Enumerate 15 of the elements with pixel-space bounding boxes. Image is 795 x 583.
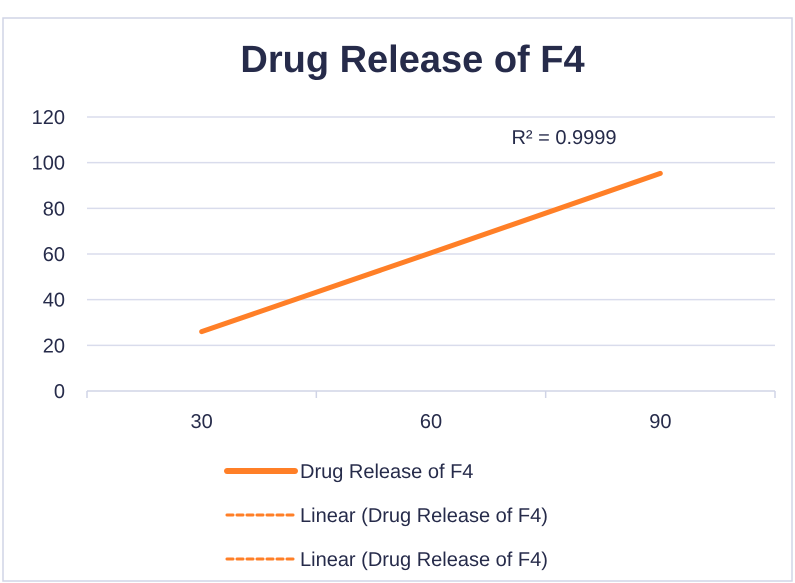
- y-tick-label: 60: [42, 244, 65, 266]
- y-tick-label: 20: [42, 335, 65, 358]
- y-tick-label: 40: [42, 290, 65, 312]
- x-tick-label: 30: [190, 411, 213, 433]
- y-tick-label: 80: [42, 198, 65, 220]
- y-tick-label: 100: [32, 152, 65, 175]
- x-tick-label: 60: [420, 411, 442, 433]
- y-tick-label: 0: [54, 381, 65, 403]
- y-tick-label: 120: [32, 107, 65, 129]
- x-tick-label: 90: [649, 411, 672, 433]
- legend-label: Linear (Drug Release of F4): [300, 549, 548, 571]
- legend-label: Linear (Drug Release of F4): [300, 505, 548, 527]
- chart-title: Drug Release of F4: [240, 39, 585, 81]
- annotation: R² = 0.9999: [511, 127, 617, 149]
- legend-label: Drug Release of F4: [300, 461, 474, 483]
